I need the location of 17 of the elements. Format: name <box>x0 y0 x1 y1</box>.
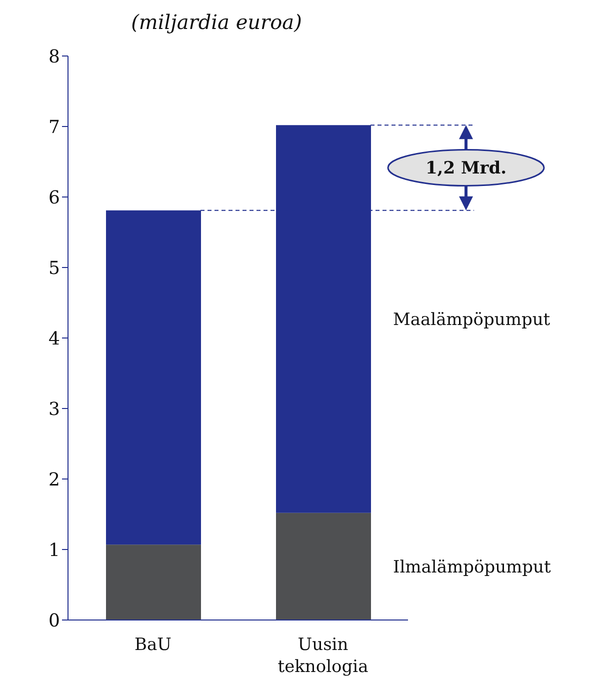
y-tick-label: 1 <box>48 540 60 561</box>
x-tick-label: Uusin teknologia <box>278 635 368 677</box>
y-tick-label: 6 <box>48 187 60 208</box>
annotation: 1,2 Mrd. <box>425 158 507 179</box>
series-label: Maalämpöpumput <box>393 310 550 330</box>
bar <box>106 544 201 620</box>
y-tick-label: 2 <box>48 469 60 490</box>
chart-title: (miljardia euroa) <box>130 10 303 34</box>
x-tick-label: BaU <box>134 635 172 655</box>
bar <box>276 512 371 620</box>
y-tick-label: 8 <box>48 46 60 68</box>
y-tick-label: 4 <box>48 328 60 350</box>
y-tick-label: 3 <box>48 398 60 420</box>
y-tick-label: 5 <box>48 258 60 279</box>
series-label: Ilmalämpöpumput <box>393 557 551 578</box>
y-tick-label: 7 <box>48 116 60 138</box>
y-tick-label: 0 <box>48 610 60 632</box>
